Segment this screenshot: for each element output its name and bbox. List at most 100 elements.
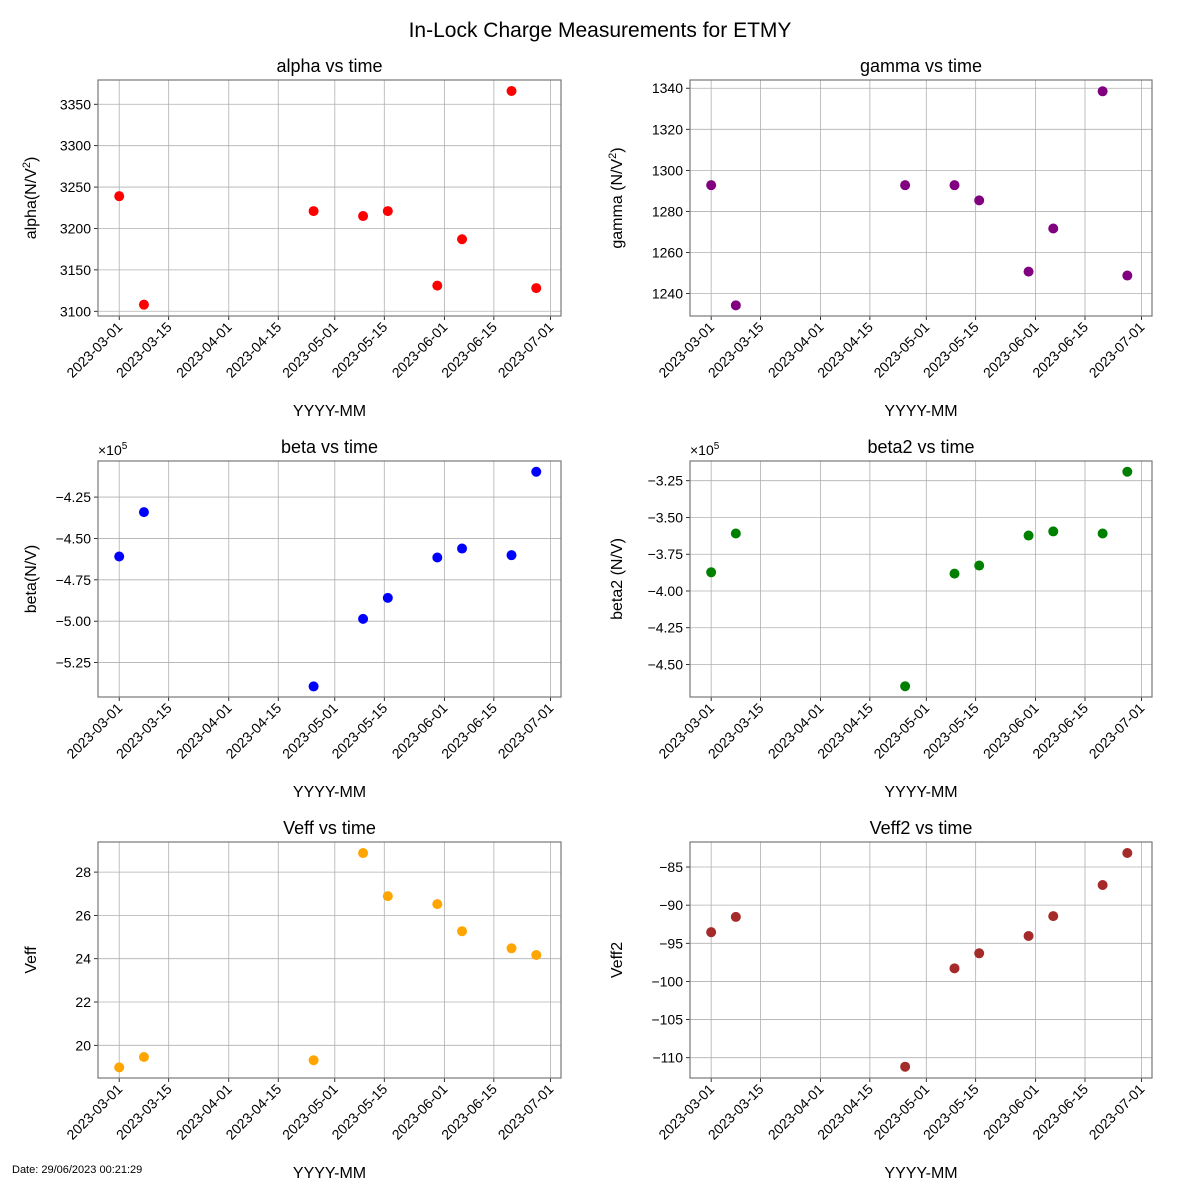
data-point xyxy=(138,299,149,310)
data-point xyxy=(949,568,960,579)
data-point xyxy=(308,681,319,692)
y-tick-label: −4.75 xyxy=(56,572,92,588)
data-point xyxy=(506,943,517,954)
data-point xyxy=(432,552,443,563)
y-tick-label: 1320 xyxy=(652,121,683,137)
data-point xyxy=(706,180,717,191)
data-point xyxy=(382,206,393,217)
data-point xyxy=(457,926,468,937)
y-tick-label: 1280 xyxy=(652,203,683,219)
y-axis-label: beta(N/V) xyxy=(23,545,40,613)
plot-area xyxy=(690,842,1152,1078)
plot-area xyxy=(690,461,1152,697)
x-tick-label: 2023-07-01 xyxy=(495,319,557,381)
y-tick-label: −110 xyxy=(653,1050,684,1066)
y-tick-label: −95 xyxy=(659,935,683,951)
x-tick-label: 2023-07-01 xyxy=(1086,700,1148,762)
data-point xyxy=(974,560,985,571)
data-point xyxy=(1023,266,1034,277)
y-tick-label: 1300 xyxy=(652,162,683,178)
data-point xyxy=(900,1061,911,1072)
subplot-title: Veff vs time xyxy=(283,818,376,838)
subplot-title: gamma vs time xyxy=(860,56,982,76)
subplot-title: alpha vs time xyxy=(276,56,382,76)
axes-frame xyxy=(689,460,1153,698)
data-point xyxy=(730,911,741,922)
y-axis-label: beta2 (N/V) xyxy=(609,538,626,620)
data-point xyxy=(1048,911,1059,922)
data-point xyxy=(730,300,741,311)
data-point xyxy=(730,528,741,539)
axis-offset-label: ×105 xyxy=(690,441,720,458)
y-tick-label: −3.75 xyxy=(648,546,684,562)
x-axis-label: YYYY-MM xyxy=(293,403,366,420)
data-point xyxy=(1097,86,1108,97)
data-point xyxy=(358,211,369,222)
x-axis-label: YYYY-MM xyxy=(884,1165,957,1182)
y-tick-label: 24 xyxy=(75,951,91,967)
data-point xyxy=(531,950,542,961)
x-tick-label: 2023-07-01 xyxy=(495,1081,557,1143)
date-stamp: Date: 29/06/2023 00:21:29 xyxy=(12,1164,143,1176)
plot-area xyxy=(98,461,561,697)
plot-area xyxy=(98,80,561,316)
y-tick-label: −3.25 xyxy=(648,473,684,489)
data-point xyxy=(1122,466,1133,477)
y-axis-label: Veff xyxy=(23,946,40,974)
data-point xyxy=(382,891,393,902)
data-point xyxy=(308,206,319,217)
x-axis-label: YYYY-MM xyxy=(293,784,366,801)
y-tick-label: 3100 xyxy=(60,303,91,319)
data-point xyxy=(114,551,125,562)
y-tick-label: 20 xyxy=(75,1037,91,1053)
data-point xyxy=(974,948,985,959)
data-point xyxy=(382,592,393,603)
y-tick-label: −90 xyxy=(659,897,683,913)
x-axis-label: YYYY-MM xyxy=(884,403,957,420)
y-tick-label: −5.25 xyxy=(56,655,92,671)
data-point xyxy=(949,180,960,191)
y-tick-label: 1260 xyxy=(652,245,683,261)
y-tick-label: −4.25 xyxy=(648,620,684,636)
data-point xyxy=(974,195,985,206)
figure-suptitle: In-Lock Charge Measurements for ETMY xyxy=(408,19,792,42)
data-point xyxy=(358,848,369,859)
y-axis-label: Veff2 xyxy=(609,942,626,978)
x-axis-label: YYYY-MM xyxy=(293,1165,366,1182)
subplot-title: Veff2 vs time xyxy=(870,818,973,838)
data-point xyxy=(114,1062,125,1073)
data-point xyxy=(506,86,517,97)
data-point xyxy=(114,191,125,202)
data-point xyxy=(1048,223,1059,234)
x-tick-label: 2023-07-01 xyxy=(1086,319,1148,381)
axes-frame xyxy=(97,79,562,317)
subplot-beta: 2023-03-012023-03-152023-04-012023-04-15… xyxy=(23,437,562,801)
axes-frame xyxy=(689,841,1153,1079)
y-tick-label: 3200 xyxy=(60,220,91,236)
y-tick-label: −5.00 xyxy=(56,613,92,629)
data-point xyxy=(506,550,517,561)
axes-frame xyxy=(97,460,562,698)
y-tick-label: −4.25 xyxy=(56,489,92,505)
y-tick-label: 3250 xyxy=(60,179,91,195)
data-point xyxy=(138,507,149,518)
subplot-beta2: 2023-03-012023-03-152023-04-012023-04-15… xyxy=(609,437,1153,801)
data-point xyxy=(531,466,542,477)
y-tick-label: 22 xyxy=(75,994,91,1010)
subplot-title: beta2 vs time xyxy=(867,437,974,457)
subplot-gamma: 2023-03-012023-03-152023-04-012023-04-15… xyxy=(607,56,1153,420)
y-tick-label: 28 xyxy=(75,864,91,880)
data-point xyxy=(706,927,717,938)
data-point xyxy=(531,283,542,294)
y-tick-label: −105 xyxy=(651,1012,683,1028)
data-point xyxy=(138,1051,149,1062)
x-tick-label: 2023-07-01 xyxy=(495,700,557,762)
axis-offset-label: ×105 xyxy=(98,441,128,458)
data-point xyxy=(1097,880,1108,891)
data-point xyxy=(1048,526,1059,537)
y-tick-label: −4.00 xyxy=(648,583,684,599)
data-point xyxy=(1122,847,1133,858)
data-point xyxy=(706,567,717,578)
x-tick-label: 2023-07-01 xyxy=(1086,1081,1148,1143)
subplot-veff: 2023-03-012023-03-152023-04-012023-04-15… xyxy=(23,818,562,1182)
